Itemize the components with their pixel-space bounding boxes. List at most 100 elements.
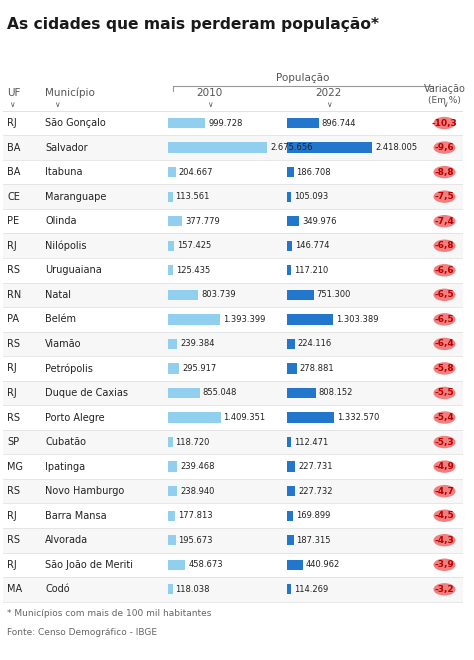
- Ellipse shape: [433, 534, 456, 546]
- Ellipse shape: [433, 141, 456, 154]
- Text: RS: RS: [8, 486, 20, 496]
- Text: -6,5: -6,5: [435, 290, 454, 300]
- Text: 2.675.656: 2.675.656: [270, 143, 313, 152]
- Text: RJ: RJ: [8, 241, 17, 251]
- Ellipse shape: [433, 485, 456, 498]
- Text: Salvador: Salvador: [45, 143, 88, 152]
- FancyBboxPatch shape: [287, 216, 300, 226]
- FancyBboxPatch shape: [168, 191, 173, 202]
- FancyBboxPatch shape: [3, 479, 463, 504]
- Ellipse shape: [433, 558, 456, 571]
- FancyBboxPatch shape: [168, 437, 173, 447]
- Text: 349.976: 349.976: [302, 216, 337, 226]
- Ellipse shape: [433, 510, 456, 522]
- FancyBboxPatch shape: [168, 584, 173, 595]
- Text: -5,8: -5,8: [435, 364, 454, 373]
- Text: 177.813: 177.813: [178, 512, 212, 520]
- Text: RS: RS: [8, 535, 20, 545]
- Text: 112.471: 112.471: [294, 438, 328, 447]
- Text: BA: BA: [8, 167, 21, 177]
- Text: 118.038: 118.038: [175, 585, 210, 594]
- Text: 751.300: 751.300: [316, 290, 351, 300]
- Ellipse shape: [433, 117, 456, 129]
- Text: -6,4: -6,4: [435, 339, 455, 348]
- FancyBboxPatch shape: [168, 241, 174, 251]
- Text: -4,9: -4,9: [435, 462, 455, 471]
- FancyBboxPatch shape: [287, 486, 295, 496]
- Text: -5,5: -5,5: [435, 389, 454, 397]
- Text: 118.720: 118.720: [175, 438, 210, 447]
- FancyBboxPatch shape: [3, 577, 463, 602]
- Text: 195.673: 195.673: [178, 536, 213, 544]
- Text: RJ: RJ: [8, 364, 17, 374]
- Text: -6,6: -6,6: [435, 266, 454, 275]
- FancyBboxPatch shape: [168, 167, 176, 178]
- Text: BA: BA: [8, 143, 21, 152]
- FancyBboxPatch shape: [168, 216, 182, 226]
- Text: ∨: ∨: [326, 100, 331, 109]
- Text: RS: RS: [8, 339, 20, 349]
- FancyBboxPatch shape: [287, 191, 291, 202]
- Text: 2.418.005: 2.418.005: [375, 143, 417, 152]
- Text: PE: PE: [8, 216, 19, 226]
- Text: 117.210: 117.210: [294, 266, 328, 275]
- Text: RS: RS: [8, 265, 20, 275]
- Text: 157.425: 157.425: [177, 242, 211, 250]
- Text: -4,7: -4,7: [435, 486, 455, 496]
- FancyBboxPatch shape: [287, 584, 291, 595]
- FancyBboxPatch shape: [168, 388, 200, 398]
- Text: Alvorada: Alvorada: [45, 535, 88, 545]
- Text: 186.708: 186.708: [296, 168, 331, 177]
- Text: Porto Alegre: Porto Alegre: [45, 412, 105, 422]
- Text: População: População: [276, 73, 330, 83]
- Text: Itabuna: Itabuna: [45, 167, 82, 177]
- Text: 295.917: 295.917: [182, 364, 216, 373]
- Text: MG: MG: [8, 461, 23, 472]
- Text: 187.315: 187.315: [297, 536, 331, 544]
- Text: Município: Município: [45, 88, 95, 98]
- Text: ∨: ∨: [442, 100, 447, 109]
- Text: CE: CE: [8, 191, 20, 202]
- Text: 169.899: 169.899: [296, 512, 330, 520]
- Text: RN: RN: [8, 290, 22, 300]
- Text: Petrópolis: Petrópolis: [45, 363, 93, 374]
- Text: 204.667: 204.667: [179, 168, 213, 177]
- FancyBboxPatch shape: [287, 339, 295, 349]
- Ellipse shape: [433, 191, 456, 203]
- FancyBboxPatch shape: [287, 118, 319, 128]
- Text: 1.303.389: 1.303.389: [336, 315, 378, 324]
- Text: Viamão: Viamão: [45, 339, 82, 349]
- Text: -6,5: -6,5: [435, 315, 454, 324]
- Text: -10,3: -10,3: [432, 119, 457, 127]
- FancyBboxPatch shape: [3, 135, 463, 160]
- FancyBboxPatch shape: [168, 560, 185, 570]
- Text: São João de Meriti: São João de Meriti: [45, 560, 133, 570]
- Text: Duque de Caxias: Duque de Caxias: [45, 388, 128, 398]
- Text: As cidades que mais perderam população*: As cidades que mais perderam população*: [8, 17, 379, 32]
- Text: ∨: ∨: [9, 100, 15, 109]
- Text: RJ: RJ: [8, 388, 17, 398]
- Text: RJ: RJ: [8, 118, 17, 128]
- Text: 1.332.570: 1.332.570: [337, 413, 379, 422]
- Ellipse shape: [433, 338, 456, 350]
- FancyBboxPatch shape: [287, 290, 314, 300]
- Ellipse shape: [433, 215, 456, 228]
- Ellipse shape: [433, 362, 456, 375]
- Text: -3,2: -3,2: [435, 585, 454, 594]
- Text: Olinda: Olinda: [45, 216, 77, 226]
- Ellipse shape: [433, 436, 456, 448]
- Text: MA: MA: [8, 584, 22, 594]
- Ellipse shape: [433, 264, 456, 277]
- Text: * Municípios com mais de 100 mil habitantes: * Municípios com mais de 100 mil habitan…: [8, 609, 212, 618]
- Text: ∨: ∨: [54, 100, 59, 109]
- Text: 113.561: 113.561: [175, 192, 210, 201]
- FancyBboxPatch shape: [287, 437, 291, 447]
- Text: RS: RS: [8, 412, 20, 422]
- Text: São Gonçalo: São Gonçalo: [45, 118, 106, 128]
- Text: 377.779: 377.779: [185, 216, 220, 226]
- FancyBboxPatch shape: [287, 143, 373, 152]
- Text: Natal: Natal: [45, 290, 71, 300]
- FancyBboxPatch shape: [287, 265, 291, 275]
- Text: Codó: Codó: [45, 584, 70, 594]
- Text: -7,4: -7,4: [435, 216, 455, 226]
